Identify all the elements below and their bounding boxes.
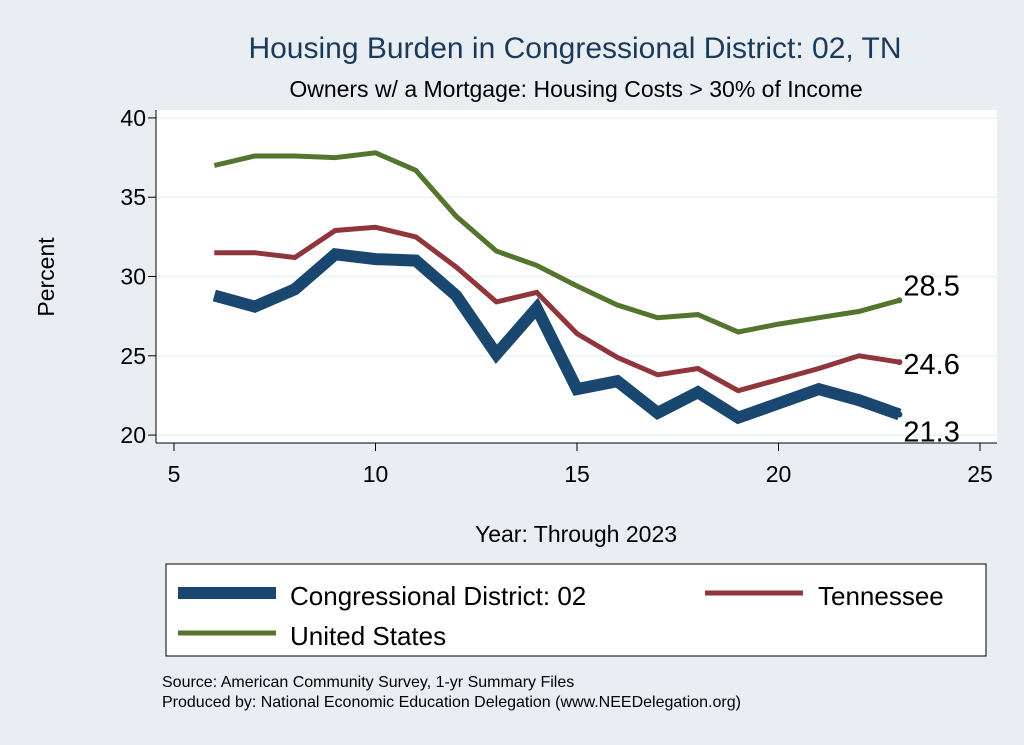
y-tick-label: 25 [120,343,146,369]
series-line-1 [214,224,900,394]
legend: Congressional District: 02 Tennessee Unite… [178,581,944,651]
end-label-1: 24.6 [903,349,959,381]
x-tick-label: 10 [363,461,389,487]
chart-title: Housing Burden in Congressional District… [248,32,901,65]
gridlines [156,117,997,436]
y-tick-label: 20 [120,422,146,448]
x-axis-ticks: 5 10 15 20 25 [168,443,993,487]
end-label-0: 21.3 [903,416,959,448]
legend-label-2: United States [290,621,446,651]
chart-subtitle: Owners w/ a Mortgage: Housing Costs > 30… [289,76,862,102]
end-marker [896,411,903,418]
x-tick-label: 5 [168,461,181,487]
series-line-0 [212,248,902,425]
series-lines [212,150,903,425]
legend-box [165,563,987,657]
y-axis-title: Percent [33,237,59,317]
legend-label-1: Tennessee [818,581,944,611]
source-note: Source: American Community Survey, 1-yr … [162,674,574,691]
y-tick-label: 30 [120,264,146,290]
y-tick-label: 35 [120,184,146,210]
x-tick-label: 15 [564,461,590,487]
x-tick-label: 20 [766,461,792,487]
legend-label-0: Congressional District: 02 [290,581,586,611]
produced-by-note: Produced by: National Economic Education… [162,694,741,711]
series-line-2 [213,150,901,335]
end-marker [896,359,903,366]
x-tick-label: 25 [967,461,993,487]
end-marker [896,297,903,304]
end-labels: 21.3 24.6 28.5 [903,270,959,448]
x-axis-title: Year: Through 2023 [475,521,677,547]
y-axis-ticks: 20 25 30 35 40 [120,105,156,448]
y-tick-label: 40 [120,105,146,131]
end-label-2: 28.5 [903,270,959,302]
